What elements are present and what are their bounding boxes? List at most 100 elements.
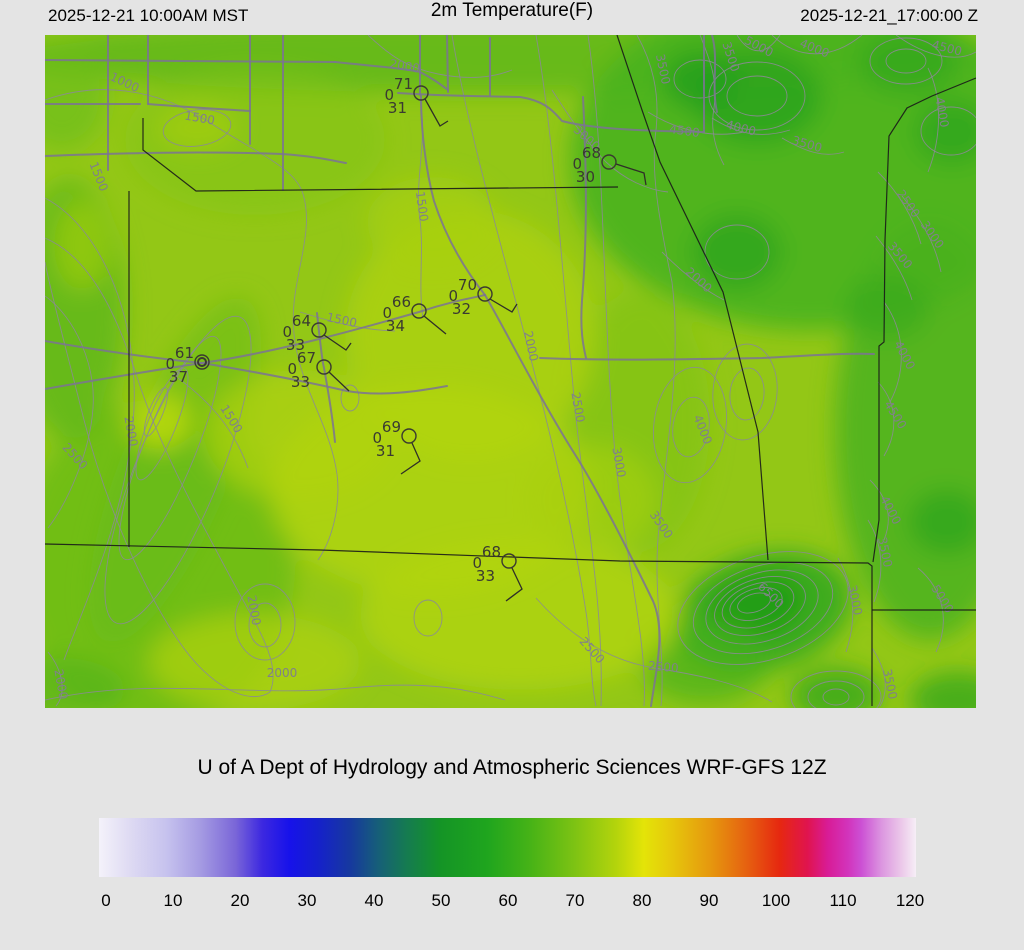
contour-elevation-label: 3500 [653,53,673,86]
contour-elevation-label: 2000 [267,666,298,680]
contour-loop [708,61,806,131]
wind-barb-icon [424,98,449,127]
station-dewpoint: 34 [386,317,405,335]
station-circle-icon [401,428,417,444]
station-dewpoint: 31 [388,99,407,117]
contour-line [771,34,863,55]
station-mid-value: 0 [572,155,582,173]
wind-barb-icon [328,371,350,392]
road [147,103,251,112]
station-plots: 7103168030660347003264033670336103769031… [165,75,647,602]
temperature-blob [367,177,497,267]
station-circle-icon [411,303,427,319]
temperature-blob [54,200,110,290]
contour-line [587,34,645,707]
colorbar-tick-label: 120 [895,891,925,910]
station-dewpoint: 31 [376,442,395,460]
county-boundary [616,34,769,561]
contour-loop [714,576,806,636]
contour-loop [234,583,296,661]
road [44,59,336,63]
colorbar-tick-label: 110 [829,891,857,910]
contour-line [451,34,597,707]
colorbar-tick-label: 100 [761,891,791,910]
contour-loop [340,384,360,412]
contour-line [535,34,602,707]
road [446,34,449,93]
contour-elevation-label: 2000 [51,668,70,701]
station-temperature: 69 [382,418,401,436]
county-boundaries [44,34,977,706]
contour-loop [135,367,189,481]
contour-loop [729,587,783,621]
contour-line [44,237,274,697]
temperature-blob [157,106,237,150]
station-dewpoint: 33 [476,567,495,585]
station-temperature: 67 [297,349,316,367]
contour-elevation-label: 1500 [325,310,358,330]
contour-loop [822,688,850,706]
contour-line [877,171,922,245]
temperature-blob [909,490,985,554]
colorbar-tick-label: 70 [565,891,585,910]
colorbar-tick-label: 20 [230,891,250,910]
station-circle-icon [194,354,210,370]
temperature-blob [205,370,395,500]
temperature-blob [914,100,990,164]
contour-line [661,251,725,301]
station-dewpoint: 37 [169,368,188,386]
contour-line [44,89,339,561]
temperature-blob [360,540,680,690]
station-mid-value: 0 [287,360,297,378]
contour-elevation-label: 3500 [875,536,895,569]
contour-line [367,34,513,78]
road [484,294,661,707]
contour-loop [721,581,795,629]
contour-line [299,311,396,332]
colorbar-tick-label: 0 [101,891,111,910]
elevation-contours [44,34,982,724]
valid-time-utc: 2025-12-21_17:00:00 Z [800,6,978,25]
station-dewpoint: 32 [452,300,471,318]
temperature-blob [662,50,738,110]
road [580,96,587,359]
colorbar-tick-label: 90 [699,891,719,910]
contour-loop [869,37,943,85]
station-circle-icon [413,85,429,101]
contour-line [47,651,63,707]
temperature-colorbar [99,818,916,877]
contour-elevation-label: 2500 [568,391,587,424]
contour-loop [118,335,222,561]
contour-loop [692,561,834,655]
contour-line [551,89,669,193]
contour-line [867,519,882,603]
colorbar-tick-label: 50 [431,891,451,910]
contour-line [917,567,944,653]
contour-loop [729,367,765,421]
colorbar-tick-label: 80 [632,891,652,910]
county-boundary [872,77,977,563]
wind-barb-icon [400,442,421,475]
temperature-map: 1000 1500 1500 2000 1500 2000 2500 3000 3000 3500… [0,0,1024,730]
colorbar-tick-label: 10 [163,891,183,910]
contour-loop [677,551,849,665]
station-mid-value: 0 [372,429,382,447]
contour-loop [248,602,282,648]
contour-loop [885,48,927,74]
station-mid-value: 0 [165,355,175,373]
station-dewpoint: 33 [291,373,310,391]
station-temperature: 70 [458,276,477,294]
contour-loop [104,315,252,625]
contour-line [883,301,902,403]
contour-elevation-label: 2000 [244,594,263,627]
colorbar-tick-labels: 0 10 20 30 40 50 60 70 80 90 100 110 120 [99,891,924,913]
contour-elevation-label: 2500 [648,659,680,676]
contour-line [781,137,845,155]
county-boundary [44,543,873,706]
